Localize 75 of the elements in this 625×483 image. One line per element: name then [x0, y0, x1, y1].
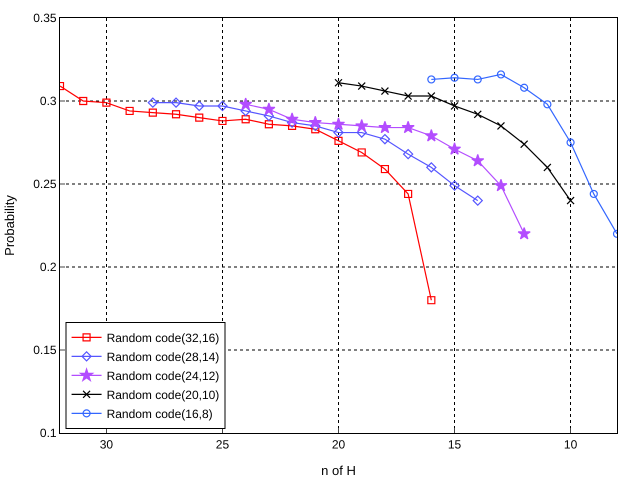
point [239, 97, 252, 110]
point [424, 128, 438, 142]
point [194, 100, 204, 112]
point [126, 106, 134, 116]
x-tick-label: 20 [332, 437, 346, 452]
point [520, 140, 528, 148]
point [448, 142, 462, 155]
point [404, 92, 412, 100]
point [264, 120, 273, 128]
point [543, 100, 552, 108]
point [334, 78, 343, 87]
point [471, 154, 484, 166]
point [496, 70, 506, 79]
point [218, 116, 227, 126]
point [148, 98, 158, 108]
point [494, 178, 508, 192]
point [195, 114, 204, 122]
point [378, 120, 392, 134]
point [333, 127, 344, 138]
legend-label: Random code(28,14) [106, 350, 220, 364]
point [426, 162, 436, 173]
point [427, 75, 436, 84]
legend-label: Random code(32,16) [106, 331, 220, 346]
point [427, 296, 436, 304]
point [308, 116, 322, 128]
x-tick-label: 10 [564, 437, 578, 452]
y-tick-label: 0.3 [40, 94, 57, 108]
point [450, 74, 459, 82]
point [474, 75, 482, 84]
point [590, 190, 598, 198]
x-axis-title: n of H [321, 463, 356, 478]
y-tick-label: 0.2 [40, 260, 57, 274]
point [358, 148, 366, 157]
point [566, 196, 575, 205]
y-axis-title: Probability [2, 194, 18, 256]
point [380, 164, 390, 174]
x-tick-label: 30 [100, 437, 114, 452]
point [102, 98, 111, 107]
point [79, 96, 88, 106]
y-tick-label: 0.1 [40, 426, 57, 440]
point [496, 122, 506, 130]
point [404, 190, 412, 198]
point [332, 117, 346, 130]
x-tick-label: 15 [448, 437, 462, 452]
y-tick-label: 0.25 [33, 177, 57, 192]
point [170, 98, 182, 108]
point [402, 148, 414, 160]
point [566, 138, 575, 147]
point [472, 195, 483, 206]
point [402, 120, 415, 134]
y-tick-label: 0.35 [33, 11, 57, 26]
point [172, 110, 180, 118]
point [474, 110, 482, 118]
point [543, 163, 552, 172]
point [148, 108, 157, 117]
point [217, 100, 228, 112]
point [450, 102, 459, 110]
legend-label: Random code(24,12) [106, 369, 220, 384]
point [288, 122, 296, 130]
point [358, 82, 366, 90]
point [380, 86, 390, 96]
point [380, 134, 390, 144]
point [449, 180, 460, 191]
point [355, 119, 368, 132]
y-tick-label: 0.15 [33, 343, 57, 358]
legend-label: Random code(16,8) [106, 407, 213, 422]
x-tick-label: 25 [216, 437, 230, 452]
legend-label: Random code(20,10) [106, 388, 220, 402]
point [285, 112, 299, 125]
point [262, 102, 276, 115]
point [334, 136, 343, 145]
point [242, 115, 250, 124]
point [518, 226, 531, 240]
point [520, 84, 528, 92]
point [427, 92, 436, 100]
